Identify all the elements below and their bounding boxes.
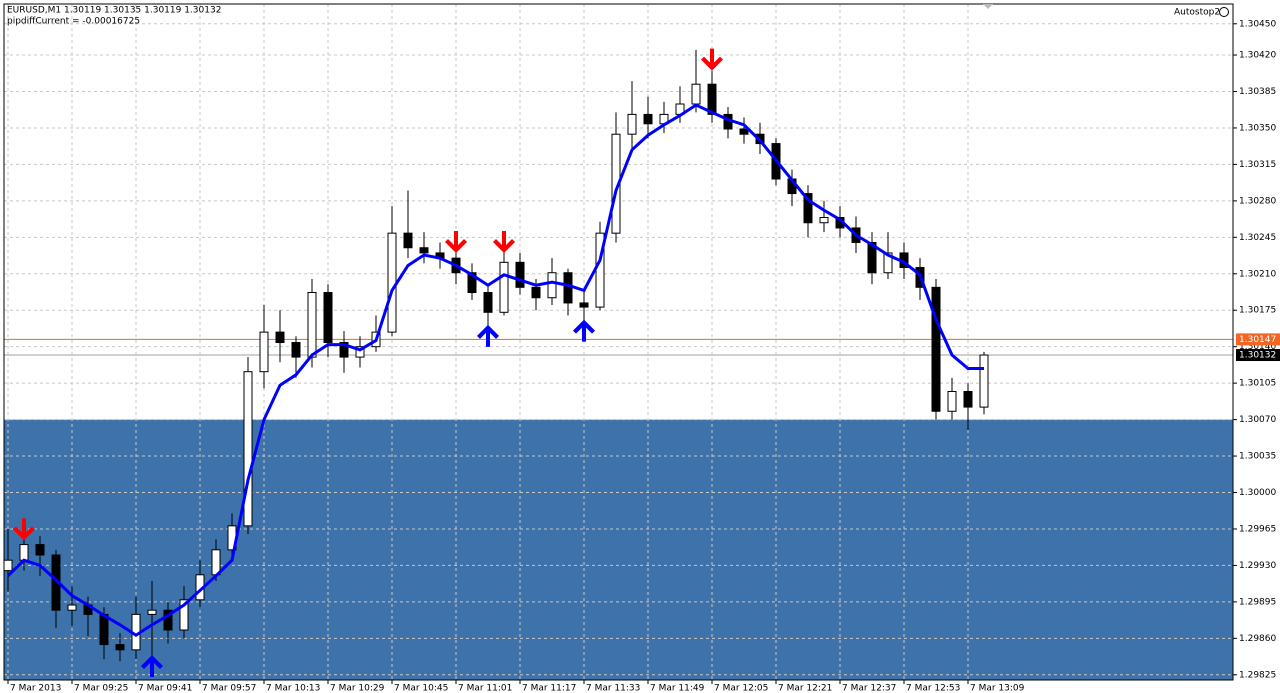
candle-body: [259, 331, 269, 373]
x-tick-label: 7 Mar 2013: [10, 684, 61, 693]
sell-arrow: [13, 518, 35, 541]
y-tick-label: 1.30105: [1239, 379, 1276, 389]
candle-body: [499, 261, 509, 313]
candle-body: [147, 609, 157, 615]
y-tick-label: 1.30035: [1239, 452, 1276, 462]
sell-arrow: [445, 230, 467, 253]
candle-body: [867, 242, 877, 274]
candle-body: [579, 302, 589, 308]
candle-body: [19, 544, 29, 561]
y-tick-label: 1.30420: [1239, 51, 1276, 61]
level-price-label: 1.30147: [1239, 335, 1276, 345]
expert-smiley[interactable]: [1219, 7, 1229, 17]
y-tick-label: 1.30140: [1239, 342, 1276, 352]
y-tick-label: 1.30175: [1239, 306, 1276, 316]
y-tick-label: 1.30315: [1239, 160, 1276, 170]
candle-body: [35, 544, 45, 556]
candle-body: [643, 113, 653, 125]
plot-frame: [3, 3, 1234, 681]
x-tick-label: 7 Mar 11:17: [522, 684, 576, 693]
y-tick-label: 1.30210: [1239, 269, 1276, 279]
sell-arrow: [701, 48, 723, 71]
candle-body: [931, 286, 941, 412]
y-tick-label: 1.30385: [1239, 87, 1276, 97]
candle-body: [563, 272, 573, 304]
candle-body: [403, 232, 413, 249]
x-tick-label: 7 Mar 11:49: [650, 684, 705, 693]
x-tick-label: 7 Mar 12:37: [842, 684, 896, 693]
plot: [3, 4, 1233, 680]
candle-body: [707, 83, 717, 115]
y-tick-label: 1.29825: [1239, 670, 1276, 680]
candle-body: [547, 272, 557, 299]
y-tick-label: 1.30350: [1239, 123, 1276, 133]
x-tick-label: 7 Mar 11:33: [586, 684, 640, 693]
x-tick-label: 7 Mar 10:45: [394, 684, 448, 693]
candle-body: [531, 286, 541, 299]
current-price-box: [1236, 349, 1280, 362]
moving-average: [6, 103, 984, 638]
x-tick-label: 7 Mar 09:25: [74, 684, 128, 693]
y-tick-label: 1.29965: [1239, 524, 1276, 534]
candle-body: [419, 247, 429, 254]
candle-body: [99, 613, 109, 646]
x-tick-label: 7 Mar 13:09: [970, 684, 1025, 693]
candle-body: [947, 390, 957, 412]
buy-arrow: [573, 319, 595, 342]
x-tick-label: 7 Mar 09:57: [202, 684, 256, 693]
candle-body: [323, 292, 333, 344]
candle-body: [67, 604, 77, 611]
level-price-box: [1236, 333, 1280, 346]
candle-body: [979, 354, 989, 408]
y-tick-label: 1.29860: [1239, 634, 1276, 644]
buy-arrow: [141, 655, 163, 678]
candle-body: [819, 217, 829, 224]
candle-body: [883, 252, 893, 274]
x-tick-label: 7 Mar 10:29: [330, 684, 385, 693]
candle-body: [339, 342, 349, 358]
y-tick-label: 1.29930: [1239, 561, 1276, 571]
symbol-line: EURUSD,M1 1.30119 1.30135 1.30119 1.3013…: [7, 6, 221, 16]
x-tick-label: 7 Mar 09:41: [138, 684, 192, 693]
sell-arrow: [493, 230, 515, 253]
candle-body: [163, 609, 173, 631]
candle-body: [115, 644, 125, 651]
candle-body: [275, 331, 285, 344]
candle-body: [627, 113, 637, 135]
candle-body: [483, 292, 493, 313]
candle-body: [307, 292, 317, 358]
candle-body: [355, 346, 365, 358]
candle-body: [467, 272, 477, 294]
x-tick-label: 7 Mar 12:05: [714, 684, 768, 693]
chart-shift-marker: [983, 4, 993, 9]
candle-body: [291, 342, 301, 358]
current-price-label: 1.30132: [1239, 351, 1276, 361]
candle-body: [387, 232, 397, 333]
expert-name: Autostop2: [1174, 8, 1220, 18]
candle-body: [3, 559, 13, 572]
buy-arrow: [477, 324, 499, 347]
x-tick-label: 7 Mar 12:21: [778, 684, 832, 693]
candle-body: [179, 599, 189, 631]
y-tick-label: 1.30450: [1239, 19, 1276, 29]
y-tick-label: 1.30000: [1239, 488, 1276, 498]
candle-body: [515, 261, 525, 288]
y-tick-label: 1.30280: [1239, 196, 1276, 206]
candle-body: [963, 390, 973, 408]
candle-body: [243, 371, 253, 527]
candle-body: [739, 128, 749, 135]
x-tick-label: 7 Mar 12:53: [906, 684, 960, 693]
indicator-line: pipdiffCurrent = -0.00016725: [7, 17, 140, 27]
y-tick-label: 1.30070: [1239, 415, 1276, 425]
x-tick-label: 7 Mar 11:01: [458, 684, 512, 693]
candle-body: [691, 83, 701, 105]
y-tick-label: 1.29895: [1239, 597, 1276, 607]
zone: [4, 419, 1233, 680]
x-tick-label: 7 Mar 10:13: [266, 684, 320, 693]
candle-body: [803, 193, 813, 224]
y-tick-label: 1.30245: [1239, 233, 1276, 243]
